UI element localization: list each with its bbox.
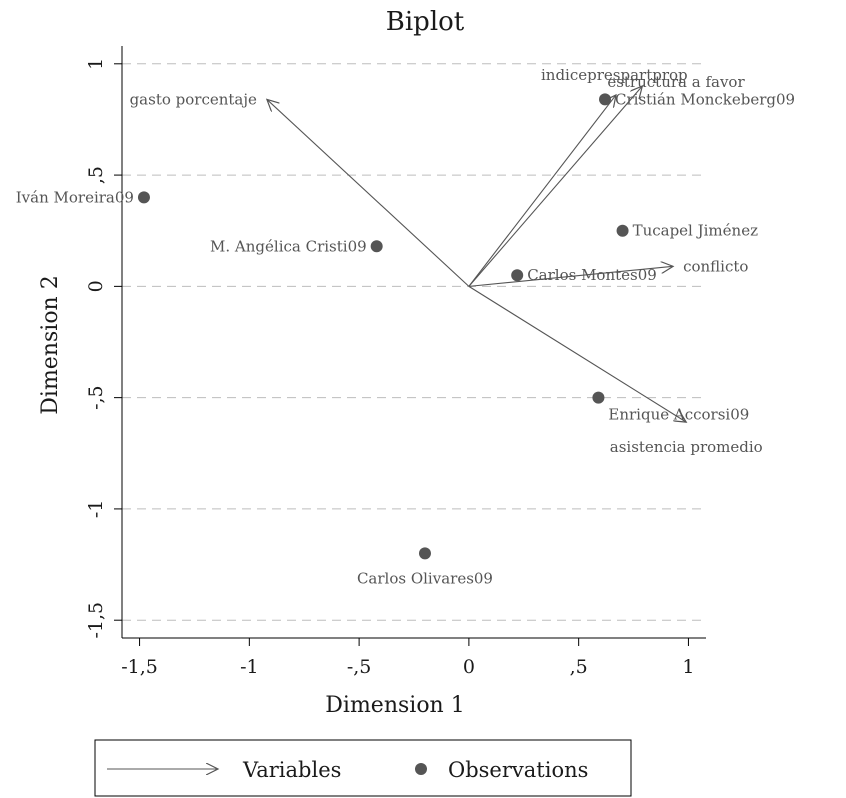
- observation-label-5: Enrique Accorsi09: [608, 406, 749, 424]
- y-tick-label-3: -,5: [85, 385, 107, 410]
- variable-vector-3: [468, 266, 673, 287]
- observation-label-3: Tucapel Jiménez: [633, 222, 759, 240]
- observation-label-2: M. Angélica Cristi09: [210, 237, 367, 255]
- x-tick-label-1: -1: [240, 656, 259, 678]
- y-tick-label-2: 0: [85, 280, 107, 292]
- x-tick-label-4: ,5: [570, 656, 588, 678]
- observation-point-2: [370, 240, 383, 253]
- legend-label-variables: Variables: [242, 758, 341, 782]
- legend-label-observations: Observations: [448, 758, 588, 782]
- grid-lines: [122, 63, 706, 621]
- x-tick-label-5: 1: [682, 656, 694, 678]
- y-tick-label-0: 1: [85, 58, 107, 70]
- mark-labels: gasto porcentaje estructura a favorindice…: [16, 66, 795, 587]
- x-tick-label-3: 0: [463, 656, 475, 678]
- x-tick-label-0: -1,5: [121, 656, 158, 678]
- y-tick-label-1: ,5: [85, 166, 107, 184]
- observation-point-0: [599, 93, 612, 106]
- y-tick-label-4: -1: [85, 500, 107, 519]
- variable-label-4: asistencia promedio: [610, 438, 763, 456]
- y-tick-label-5: -1,5: [85, 602, 107, 639]
- legend-box: [94, 739, 632, 797]
- legend-dot-symbol: [415, 763, 427, 775]
- axes: -1,5 -1 -,5 0 ,5 1 1 ,5 0 -,5 -1 -1,5: [85, 46, 706, 678]
- variable-vector-2: [468, 86, 642, 287]
- observation-point-4: [511, 269, 524, 282]
- observation-label-0: Cristián Monckeberg09: [615, 90, 795, 108]
- observation-point-5: [592, 391, 605, 404]
- variable-vectors: [267, 86, 686, 422]
- observation-point-6: [418, 547, 431, 560]
- variable-label-0: gasto porcentaje: [130, 90, 257, 108]
- legend: Variables Observations: [94, 739, 632, 797]
- variable-vector-1: [468, 95, 616, 287]
- observation-point-1: [137, 191, 150, 204]
- variable-label-3: conflicto: [683, 257, 748, 275]
- variable-vector-4: [468, 285, 686, 422]
- variable-label-1: estructura a favor: [607, 73, 745, 91]
- x-axis-label: Dimension 1: [325, 693, 464, 718]
- observation-point-3: [616, 224, 629, 237]
- variable-label-2: indiceprespartprop: [541, 66, 688, 84]
- observation-label-6: Carlos Olivares09: [357, 569, 493, 587]
- x-tick-label-2: -,5: [347, 656, 372, 678]
- variable-vector-0: [267, 99, 470, 287]
- chart-title: Biplot: [386, 7, 465, 37]
- y-axis-label: Dimension 2: [38, 275, 63, 414]
- observation-points: [137, 93, 629, 560]
- observation-label-4: Carlos Montes09: [527, 266, 657, 284]
- observation-label-1: Iván Moreira09: [16, 188, 134, 206]
